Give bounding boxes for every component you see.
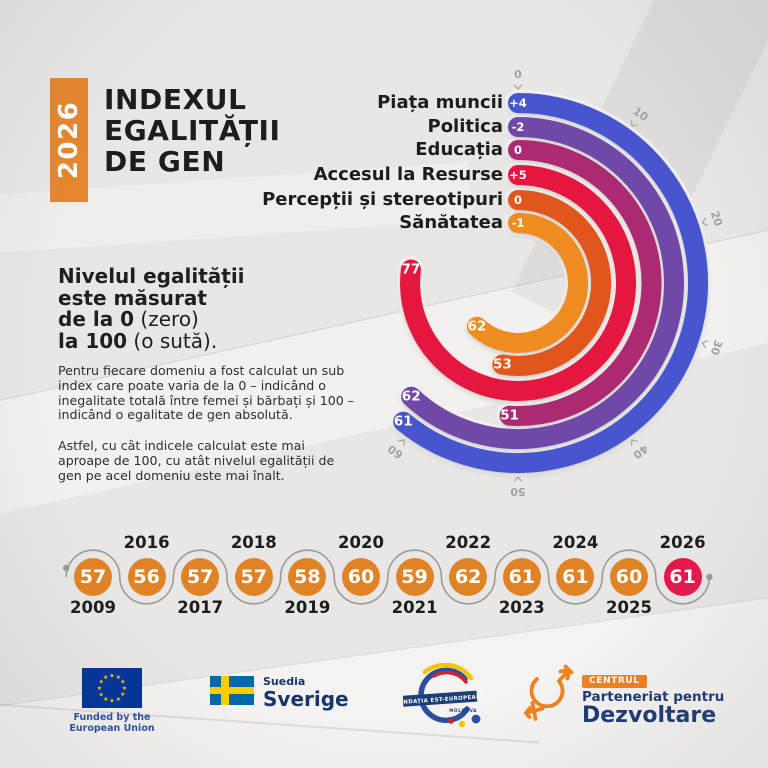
eu-star-icon: ★: [99, 691, 104, 698]
eu-star-icon: ★: [109, 673, 114, 680]
intro-heading-rest: (o sută).: [127, 328, 218, 353]
eu-star-icon: ★: [109, 698, 114, 705]
intro-paragraph-2: Astfel, cu cât indicele calculat este ma…: [58, 438, 335, 483]
axis-tick-chevron: [630, 120, 638, 127]
eu-star-icon: ★: [97, 685, 102, 692]
intro-paragraph-1: Pentru fiecare domeniu a fost calculat u…: [58, 363, 355, 423]
axis-tick: 50: [510, 476, 526, 498]
arc-value-badge: 77: [402, 262, 421, 278]
axis-tick-label: 50: [510, 485, 526, 498]
eu-text-line-1: Funded by the: [73, 712, 151, 723]
axis-tick: 30: [701, 338, 725, 357]
arc-delta-badge: -2: [512, 120, 525, 134]
axis-tick-label: 30: [708, 338, 725, 357]
cpd-text: CENTRUL Parteneriat pentru Dezvoltare: [582, 668, 724, 727]
cpd-name-line-2: Dezvoltare: [582, 703, 717, 728]
title-line-2: EGALITĂȚII: [104, 114, 281, 147]
intro-heading-bold: de la 0: [58, 307, 135, 331]
radial-arc-0: [393, 93, 708, 473]
axis-tick-label: 20: [708, 209, 725, 228]
gender-symbols-icon: [524, 664, 574, 721]
axis-tick-chevron: [630, 439, 638, 446]
arc-delta-badge: 0: [514, 193, 522, 207]
axis-tick: 0: [513, 68, 523, 90]
axis-tick-chevron: [513, 476, 523, 482]
axis-tick-label: 0: [514, 68, 522, 81]
year-banner: 2026: [50, 78, 88, 202]
axis-tick-chevron: [398, 439, 406, 446]
intro-heading-rest: (zero): [134, 307, 199, 331]
eu-flag-icon: ★ ★★★★★★★★★★★: [82, 668, 142, 708]
eef-sub-text: MOLDOVA: [449, 708, 477, 713]
intro-heading-bold: la 100: [58, 328, 128, 353]
eu-funding-text: Funded by the European Union: [64, 712, 160, 734]
intro-heading-line: este măsurat: [58, 285, 207, 310]
intro-heading: Nivelul egalității este măsurat de la 0 …: [58, 264, 364, 353]
axis-tick: 20: [701, 209, 725, 228]
eu-star-icon: ★: [103, 674, 108, 681]
eu-star-icon: ★: [103, 696, 108, 703]
arc-delta-badge: +5: [509, 168, 527, 182]
arc-value-badge: 62: [402, 389, 421, 405]
arc-value-badge: 61: [394, 414, 413, 430]
radial-arc-5: [466, 213, 589, 353]
cpd-logo: CENTRUL Parteneriat pentru Dezvoltare: [518, 662, 724, 727]
sweden-flag-icon: [210, 676, 254, 705]
arc-delta-badge: 0: [514, 143, 522, 157]
intro-heading-line: Nivelul egalității: [58, 264, 245, 288]
intro-block: Nivelul egalității este măsurat de la 0 …: [58, 264, 364, 484]
radial-arcs: [393, 93, 708, 473]
east-europe-foundation-logo: FUNDAȚIA EST-EUROPEANĂ MOLDOVA: [394, 662, 499, 739]
sweden-text: Suedia Sverige: [263, 676, 349, 711]
sweden-name-sv: Sverige: [263, 687, 349, 711]
sweden-logo: Suedia Sverige: [210, 676, 349, 710]
title-line-1: INDEXUL: [104, 83, 247, 116]
radial-arc-1: [401, 117, 684, 449]
arc-value-labels: +4 61 -2 62 0 51 +5 77 0 53 -1 62: [394, 96, 527, 430]
radial-arc-4: [492, 190, 612, 376]
radial-arc-3: [400, 165, 637, 401]
eef-logo-icon: FUNDAȚIA EST-EUROPEANĂ MOLDOVA: [394, 662, 486, 728]
axis-tick-chevron: [513, 84, 523, 90]
arc-delta-badge: +4: [509, 96, 527, 110]
axis-tick-chevron: [701, 340, 708, 349]
arc-value-badge: 53: [493, 357, 512, 373]
arc-delta-badge: -1: [512, 216, 525, 230]
axis-tick-chevron: [701, 217, 708, 226]
arc-value-badge: 62: [468, 319, 487, 335]
eu-funding-logo: ★ ★ ★ ★ ★ ★ ★ ★ ★ ★ ★ ★ Funded by the European Unio…: [64, 668, 160, 734]
title-line-3: DE GEN: [104, 145, 226, 178]
eu-text-line-2: European Union: [69, 723, 155, 734]
radial-arc-2: [499, 139, 662, 426]
arc-value-badge: 51: [500, 408, 519, 424]
eu-star-icon: ★: [116, 696, 121, 703]
cpd-badge: CENTRUL: [582, 675, 647, 688]
page-title: INDEXUL EGALITĂȚII DE GEN: [104, 84, 281, 177]
